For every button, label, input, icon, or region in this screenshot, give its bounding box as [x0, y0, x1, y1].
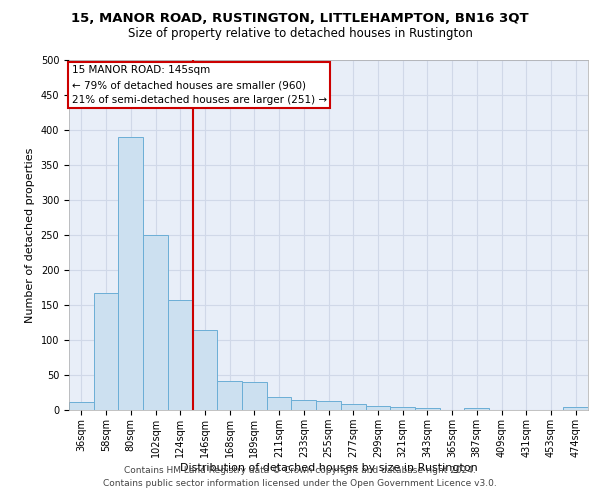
Bar: [316, 401, 341, 410]
Text: Size of property relative to detached houses in Rustington: Size of property relative to detached ho…: [128, 28, 472, 40]
Bar: [341, 404, 365, 410]
Bar: [94, 293, 118, 410]
X-axis label: Distribution of detached houses by size in Rustington: Distribution of detached houses by size …: [179, 462, 478, 472]
Bar: [168, 300, 193, 410]
Text: Contains HM Land Registry data © Crown copyright and database right 2024.
Contai: Contains HM Land Registry data © Crown c…: [103, 466, 497, 487]
Bar: [267, 398, 292, 410]
Bar: [390, 406, 415, 410]
Bar: [563, 407, 588, 410]
Bar: [464, 408, 489, 410]
Y-axis label: Number of detached properties: Number of detached properties: [25, 148, 35, 322]
Text: 15, MANOR ROAD, RUSTINGTON, LITTLEHAMPTON, BN16 3QT: 15, MANOR ROAD, RUSTINGTON, LITTLEHAMPTO…: [71, 12, 529, 26]
Bar: [69, 402, 94, 410]
Bar: [118, 137, 143, 410]
Bar: [365, 406, 390, 410]
Text: 15 MANOR ROAD: 145sqm
← 79% of detached houses are smaller (960)
21% of semi-det: 15 MANOR ROAD: 145sqm ← 79% of detached …: [71, 66, 327, 105]
Bar: [217, 380, 242, 410]
Bar: [143, 235, 168, 410]
Bar: [292, 400, 316, 410]
Bar: [242, 382, 267, 410]
Bar: [415, 408, 440, 410]
Bar: [193, 330, 217, 410]
